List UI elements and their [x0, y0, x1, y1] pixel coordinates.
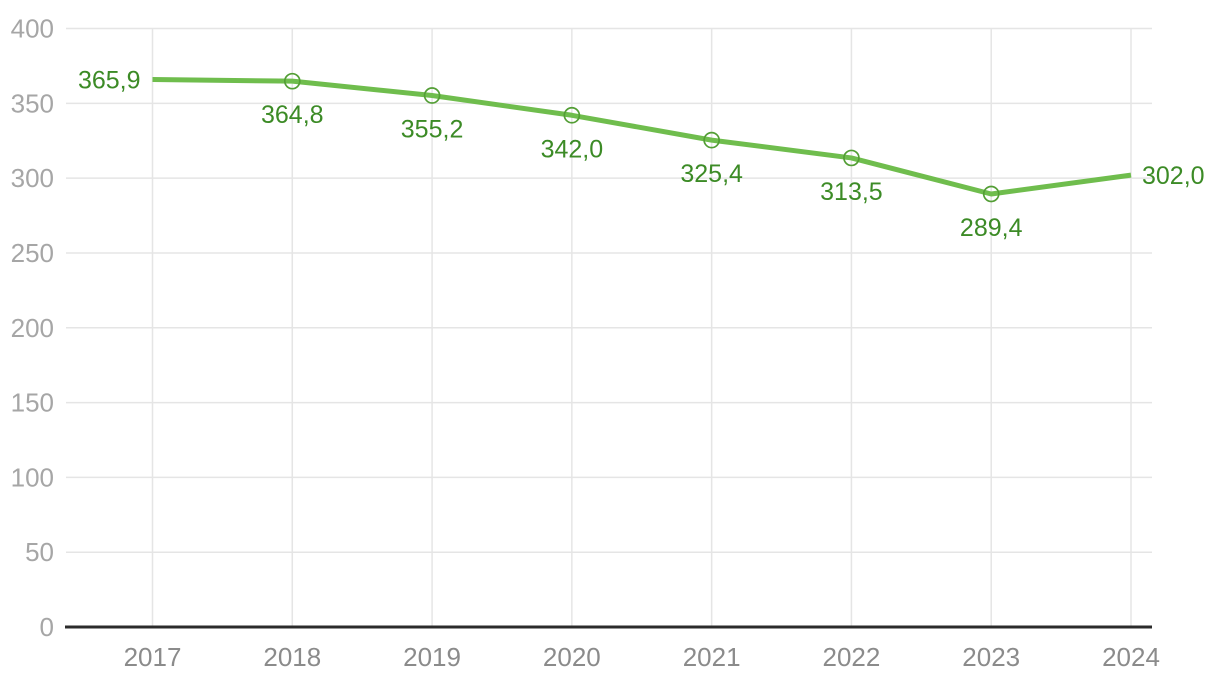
x-tick-label: 2022 [823, 642, 881, 672]
data-line [152, 77, 1132, 197]
y-tick-label: 0 [40, 612, 54, 642]
x-tick-label: 2018 [263, 642, 321, 672]
x-tick-label: 2024 [1102, 642, 1160, 672]
data-point-marker[interactable] [423, 87, 441, 104]
data-point-marker[interactable] [703, 131, 720, 149]
y-tick-label: 100 [11, 462, 54, 492]
y-tick-label: 250 [11, 238, 54, 268]
data-point-label: 313,5 [820, 178, 883, 206]
y-tick-label: 400 [11, 14, 54, 44]
data-point-marker[interactable] [982, 185, 1000, 203]
data-point-label: 302,0 [1142, 162, 1205, 190]
y-tick-label: 50 [25, 537, 54, 567]
data-point-label: 365,9 [78, 67, 141, 95]
data-point-marker[interactable] [283, 72, 301, 90]
y-tick-label: 200 [11, 313, 54, 343]
data-point-marker[interactable] [843, 149, 860, 167]
x-tick-label: 2019 [403, 642, 461, 672]
data-point-label: 342,0 [541, 135, 604, 163]
y-tick-label: 150 [11, 388, 54, 418]
data-point-label: 289,4 [960, 214, 1023, 242]
x-tick-label: 2020 [543, 642, 601, 672]
y-tick-label: 300 [11, 163, 54, 193]
data-point-label: 325,4 [680, 160, 743, 188]
data-point-label: 355,2 [401, 116, 464, 144]
data-point-marker[interactable] [563, 106, 581, 124]
data-point-label: 364,8 [261, 101, 324, 129]
y-tick-label: 350 [11, 88, 54, 118]
x-tick-label: 2021 [683, 642, 741, 672]
x-tick-label: 2017 [124, 642, 182, 672]
x-tick-label: 2023 [962, 642, 1020, 672]
